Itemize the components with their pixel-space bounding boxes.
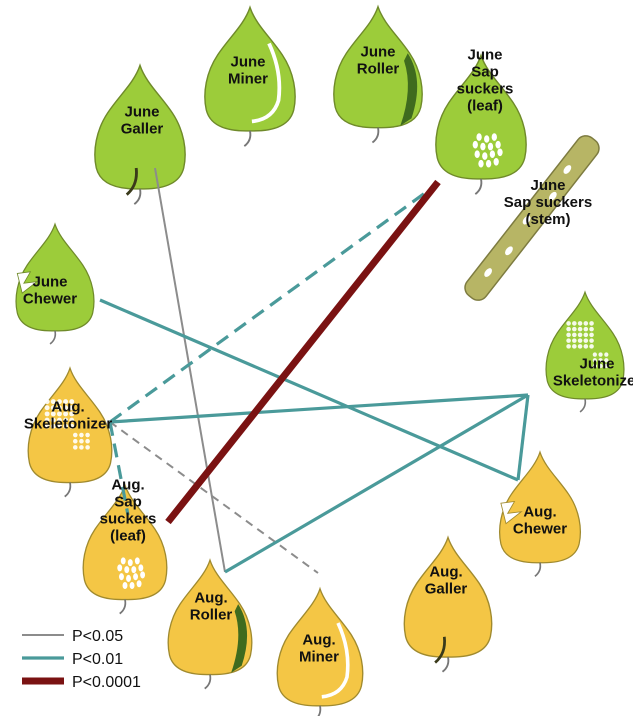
legend-label: P<0.05	[72, 628, 123, 645]
legend-item-P005: P<0.05	[22, 628, 123, 645]
leaf-node-june-chewer	[15, 223, 95, 345]
leaves-layer	[15, 6, 625, 716]
edge-june-sap-leaf-to-aug-sap-leaf	[165, 179, 441, 525]
edge-june-chewer-to-aug-chewer	[99, 298, 519, 482]
label-june-miner: June Miner	[228, 54, 268, 88]
labels-layer: June Galler June Miner June Roller June Sap suck…	[23, 44, 633, 666]
label-june-galler: June Galler	[121, 104, 164, 138]
label-june-sap-stem: June Sap suckers (stem)	[504, 177, 592, 228]
label-june-roller: June Roller	[357, 44, 400, 78]
leaf-node-aug-skeletonizer	[27, 367, 113, 498]
label-june-chewer: June Chewer	[23, 274, 77, 308]
label-aug-roller: Aug. Roller	[190, 590, 233, 624]
leaf-node-aug-miner	[276, 588, 364, 716]
edge-aug-skeletonizer-to-june-sap-leaf	[109, 191, 426, 424]
label-aug-chewer: Aug. Chewer	[513, 504, 567, 538]
edge-june-skeletonizer-to-aug-skeletonizer	[109, 393, 529, 424]
legend-item-P00001: P<0.0001	[22, 674, 141, 691]
leaf-node-aug-sap-leaf	[82, 484, 168, 615]
label-june-sap-leaf: June Sap suckers (leaf)	[457, 47, 514, 115]
leaf-node-june-sap-stem	[464, 135, 600, 301]
edge-aug-skeletonizer-to-aug-sap-leaf	[108, 421, 130, 516]
label-aug-galler: Aug. Galler	[425, 564, 468, 598]
edge-aug-chewer-to-june-skeletonizer	[516, 394, 530, 481]
edges-layer	[99, 167, 530, 574]
leaf-node-june-miner	[204, 6, 296, 147]
leaf-node-june-galler	[94, 64, 186, 205]
edge-june-skeletonizer-to-aug-roller	[224, 393, 529, 574]
label-aug-skeletonizer: Aug. Skeletonizer	[24, 399, 113, 433]
leaf-node-june-sap-leaf	[435, 54, 527, 195]
edge-aug-skeletonizer-to-aug-miner	[109, 421, 319, 574]
edge-june-galler-to-aug-roller	[154, 167, 226, 573]
legend: P<0.05 P<0.01 P<0.0001	[22, 628, 141, 691]
leaf-node-aug-galler	[403, 536, 493, 673]
label-aug-sap-leaf: Aug. Sap suckers (leaf)	[100, 477, 157, 545]
legend-label: P<0.0001	[72, 674, 141, 691]
leaf-node-aug-roller	[167, 559, 253, 690]
leaf-node-june-skeletonizer	[545, 291, 625, 413]
label-aug-miner: Aug. Miner	[299, 632, 339, 666]
leaf-node-aug-chewer	[498, 451, 582, 577]
legend-label: P<0.01	[72, 651, 123, 668]
leaf-node-june-roller	[333, 6, 423, 144]
legend-item-P001: P<0.01	[22, 651, 123, 668]
label-june-skeletonizer: June Skeletonizer	[553, 356, 633, 390]
